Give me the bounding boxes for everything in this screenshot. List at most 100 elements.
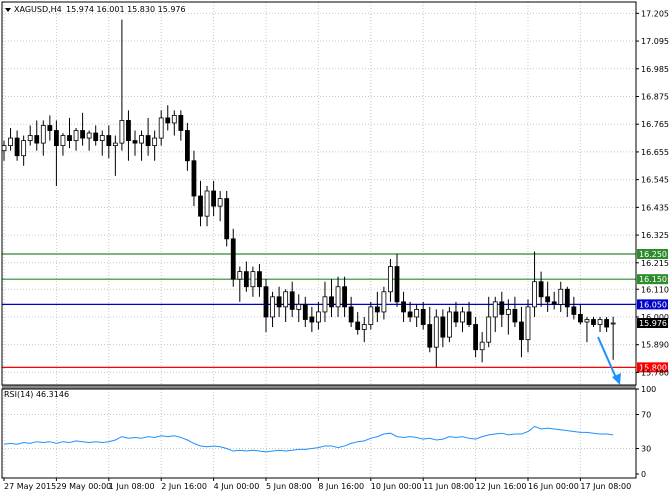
level-tag-label: 16.150 <box>639 275 667 284</box>
dropdown-triangle-icon[interactable] <box>5 8 11 12</box>
candle-body <box>374 306 380 313</box>
candle-body <box>512 309 518 323</box>
candle-body <box>302 303 308 320</box>
candle-body <box>486 316 492 343</box>
time-tick-label: 4 Jun 00:00 <box>214 482 260 491</box>
candle-body <box>610 322 616 325</box>
rsi-tick-label: 70 <box>641 411 651 420</box>
price-tick-label: 15.780 <box>641 368 669 377</box>
candle-body <box>466 311 472 325</box>
time-tick-label: 16 Jun 00:00 <box>528 482 579 491</box>
candle-body <box>597 319 603 325</box>
price-tick-label: 16.325 <box>641 231 669 240</box>
price-tick-label: 16.435 <box>641 203 669 212</box>
candle-body <box>433 316 439 348</box>
candle-body <box>165 117 171 124</box>
candle-body <box>591 319 596 325</box>
candle-body <box>505 309 511 315</box>
time-tick-label: 5 Jun 08:00 <box>266 482 312 491</box>
candle-body <box>473 324 479 351</box>
candle-body <box>171 114 177 124</box>
candle-body <box>224 198 230 240</box>
candle-body <box>564 288 570 308</box>
candle-body <box>427 324 433 348</box>
time-tick-label: 2 Jun 16:00 <box>161 482 207 491</box>
candle-body <box>145 135 151 147</box>
chart-axes: 17.205 17.095 16.985 16.875 16.765 16.655 16.5… <box>1 1 669 491</box>
level-tag <box>637 274 668 285</box>
candle-body <box>230 238 236 280</box>
candle-body <box>348 306 354 323</box>
rsi-tick-label: 30 <box>641 445 651 454</box>
price-tick-label: 16.215 <box>641 259 669 268</box>
candle-body <box>237 271 243 280</box>
candle-body <box>106 135 112 147</box>
candle-body <box>492 301 498 318</box>
price-tick-label: 17.205 <box>641 9 669 18</box>
time-tick-label: 17 Jun 08:00 <box>580 482 631 491</box>
price-tick-label: 16.985 <box>641 65 669 74</box>
candle-body <box>99 135 105 141</box>
current-price-tag <box>637 318 668 329</box>
candle-body <box>34 135 40 144</box>
current-price-label: 15.976 <box>639 319 667 328</box>
level-tag-label: 16.250 <box>639 250 667 259</box>
time-tick-label: 8 Jun 16:00 <box>318 482 364 491</box>
candle-body <box>126 120 131 141</box>
candle-body <box>309 316 315 323</box>
candle-body <box>204 190 210 217</box>
candle-body <box>381 291 387 313</box>
candle-body <box>73 130 79 141</box>
candle-body <box>1 145 7 152</box>
candle-body <box>460 311 465 323</box>
rsi-tick-label: 0 <box>641 470 646 479</box>
candle-body <box>191 160 197 197</box>
candle-body <box>243 271 249 288</box>
candle-body <box>519 321 524 341</box>
candle-body <box>263 286 269 318</box>
candle-body <box>453 311 459 323</box>
candle-body <box>14 137 20 157</box>
candle-body <box>93 132 99 141</box>
candle-body <box>401 301 406 313</box>
rsi-line <box>3 425 614 453</box>
candle-body <box>538 281 544 298</box>
price-tick-label: 15.890 <box>641 341 669 350</box>
candle-body <box>584 319 590 323</box>
candle-body <box>27 135 33 141</box>
price-tick-label: 16.765 <box>641 120 669 129</box>
candle-body <box>270 296 275 318</box>
candle-body <box>355 321 361 330</box>
candle-body <box>342 286 348 308</box>
time-tick-label: 10 Jun 00:00 <box>371 482 422 491</box>
candle-body <box>446 311 452 338</box>
candle-body <box>184 130 190 162</box>
time-tick-label: 27 May 2015 <box>4 482 56 491</box>
candle-body <box>276 296 282 308</box>
price-tick-label: 16.545 <box>641 176 669 185</box>
candle-body <box>158 117 164 139</box>
arrow-shaft <box>597 336 618 381</box>
time-tick-label: 1 Jun 08:00 <box>109 482 155 491</box>
candle-body <box>368 306 374 325</box>
price-tick-label: 16.000 <box>641 313 669 322</box>
arrow-head <box>612 373 621 385</box>
candle-body <box>86 132 92 139</box>
candle-body <box>525 306 531 341</box>
candle-body <box>499 301 505 315</box>
candle-body <box>21 140 27 157</box>
candle-body <box>322 296 328 313</box>
candle-body <box>329 296 334 308</box>
candle-body <box>47 125 53 131</box>
candle-body <box>119 120 125 144</box>
candle-body <box>257 271 262 288</box>
candle-body <box>80 130 85 139</box>
candle-body <box>388 266 393 293</box>
candle-body <box>394 266 400 303</box>
candle-body <box>178 114 184 131</box>
candle-body <box>479 341 485 351</box>
candle-body <box>558 288 564 305</box>
candle-body <box>217 198 223 207</box>
horizontal-levels[interactable]: 16.250 16.150 16.050 15.800 15.976 <box>2 248 668 373</box>
